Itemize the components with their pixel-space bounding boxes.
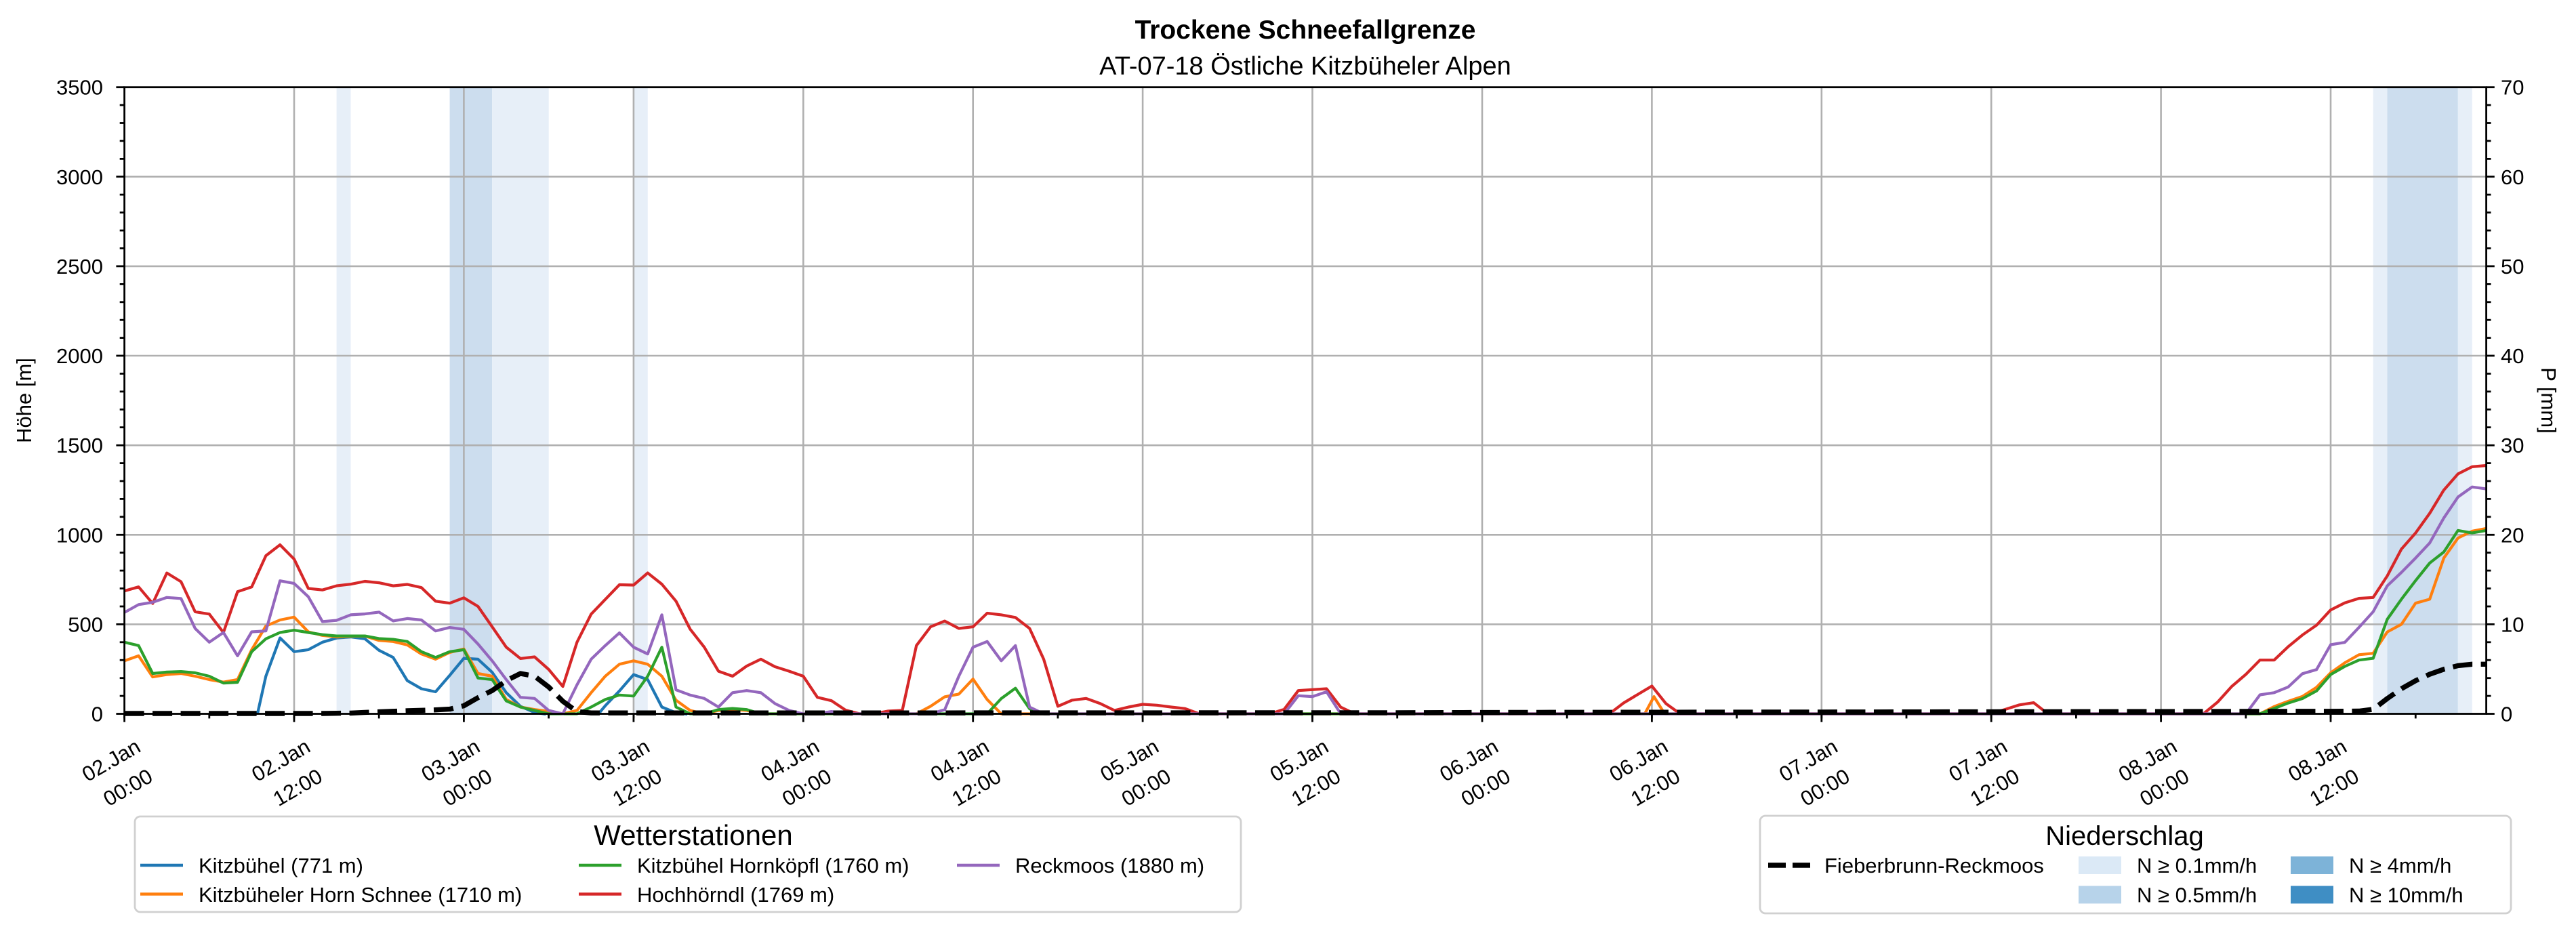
svg-text:0: 0 — [2501, 703, 2512, 726]
svg-text:3000: 3000 — [56, 165, 103, 189]
svg-text:Kitzbüheler Horn Schnee (1710: Kitzbüheler Horn Schnee (1710 m) — [199, 883, 522, 907]
svg-text:50: 50 — [2501, 255, 2524, 278]
svg-text:3500: 3500 — [56, 76, 103, 100]
svg-text:N ≥ 0.1mm/h: N ≥ 0.1mm/h — [2137, 854, 2257, 877]
svg-text:40: 40 — [2501, 344, 2524, 368]
svg-text:Reckmoos (1880 m): Reckmoos (1880 m) — [1015, 854, 1204, 877]
svg-text:0: 0 — [91, 703, 103, 726]
svg-text:20: 20 — [2501, 523, 2524, 547]
svg-text:AT-07-18 Östliche Kitzbüheler: AT-07-18 Östliche Kitzbüheler Alpen — [1099, 52, 1511, 81]
svg-text:Trockene Schneefallgrenze: Trockene Schneefallgrenze — [1135, 16, 1476, 45]
svg-text:500: 500 — [68, 613, 103, 636]
svg-text:60: 60 — [2501, 165, 2524, 189]
svg-text:Kitzbühel (771 m): Kitzbühel (771 m) — [199, 854, 363, 877]
svg-text:N ≥ 4mm/h: N ≥ 4mm/h — [2349, 854, 2451, 877]
svg-text:Niederschlag: Niederschlag — [2045, 821, 2203, 851]
svg-text:2500: 2500 — [56, 255, 103, 278]
svg-text:N ≥ 0.5mm/h: N ≥ 0.5mm/h — [2137, 884, 2257, 907]
svg-text:N ≥ 10mm/h: N ≥ 10mm/h — [2349, 884, 2463, 907]
svg-text:1000: 1000 — [56, 523, 103, 547]
svg-text:P [mm]: P [mm] — [2537, 367, 2560, 434]
svg-text:Hochhörndl (1769 m): Hochhörndl (1769 m) — [637, 883, 834, 907]
svg-text:Kitzbühel Hornköpfl (1760 m): Kitzbühel Hornköpfl (1760 m) — [637, 854, 909, 877]
svg-text:Höhe [m]: Höhe [m] — [12, 358, 36, 443]
svg-text:1500: 1500 — [56, 434, 103, 457]
svg-text:10: 10 — [2501, 613, 2524, 636]
svg-text:2000: 2000 — [56, 344, 103, 368]
svg-text:Wetterstationen: Wetterstationen — [594, 819, 792, 851]
svg-text:70: 70 — [2501, 76, 2524, 100]
svg-text:Fieberbrunn-Reckmoos: Fieberbrunn-Reckmoos — [1824, 854, 2044, 877]
svg-text:30: 30 — [2501, 434, 2524, 457]
